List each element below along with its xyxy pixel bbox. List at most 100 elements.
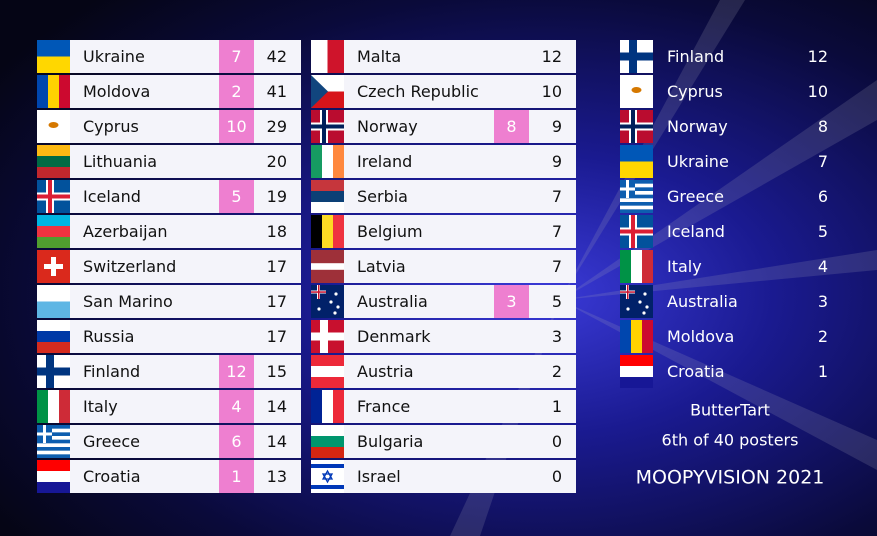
flag-part xyxy=(620,285,653,318)
country-name: Malta xyxy=(357,47,401,66)
flag-part xyxy=(311,291,326,293)
flag-part xyxy=(333,311,337,315)
flag-part xyxy=(37,215,70,227)
row-background xyxy=(70,355,301,388)
flag-part xyxy=(37,40,70,57)
country-name: Moldova xyxy=(83,82,150,101)
flag xyxy=(37,40,70,73)
country-name: Belgium xyxy=(357,222,423,241)
flag-part xyxy=(37,432,52,436)
country-name: Serbia xyxy=(357,187,408,206)
flag xyxy=(311,250,344,283)
flag xyxy=(620,145,653,178)
points-given: 5 xyxy=(818,222,828,241)
flag-part xyxy=(37,428,70,433)
points-received: 3 xyxy=(506,292,516,311)
flag xyxy=(620,320,653,353)
flag-part xyxy=(311,75,328,108)
row-background xyxy=(70,460,301,493)
flag-part xyxy=(311,390,323,423)
flag-part xyxy=(37,194,70,199)
flag-part xyxy=(620,355,653,367)
country-name: Moldova xyxy=(667,327,734,346)
flag xyxy=(37,110,70,143)
flag-part xyxy=(37,342,70,353)
country-name: Czech Republic xyxy=(357,82,479,101)
points-box xyxy=(219,110,254,143)
row-background xyxy=(344,285,576,318)
flag-part xyxy=(620,291,635,293)
points-box xyxy=(494,285,529,318)
row-background xyxy=(344,355,576,388)
flag-part xyxy=(333,215,344,248)
country-name: Denmark xyxy=(357,327,431,346)
total-score: 3 xyxy=(552,327,562,346)
flag-part xyxy=(311,191,344,203)
flag-part xyxy=(620,52,653,61)
row-background xyxy=(344,180,576,213)
total-score: 17 xyxy=(267,327,287,346)
country-name: France xyxy=(357,397,410,416)
points-received: 12 xyxy=(226,362,246,381)
flag-part xyxy=(645,305,649,309)
flag-part xyxy=(37,471,70,483)
flag-part xyxy=(620,366,653,378)
total-score: 14 xyxy=(267,432,287,451)
total-score: 17 xyxy=(267,257,287,276)
flag xyxy=(620,40,653,73)
row-background xyxy=(70,285,301,318)
flag-part xyxy=(329,300,333,304)
points-box xyxy=(219,180,254,213)
flag xyxy=(620,250,653,283)
flag-part xyxy=(37,320,70,332)
row-background xyxy=(344,40,576,73)
total-score: 7 xyxy=(552,257,562,276)
event-title: MOOPYVISION 2021 xyxy=(636,467,825,489)
flag-part xyxy=(336,305,340,309)
flag-part xyxy=(620,191,653,195)
points-box xyxy=(219,355,254,388)
country-name: Finland xyxy=(667,47,724,66)
points-received: 5 xyxy=(231,187,241,206)
country-name: Finland xyxy=(83,362,140,381)
flag-part xyxy=(37,301,70,318)
country-name: Croatia xyxy=(667,362,725,381)
total-score: 9 xyxy=(552,117,562,136)
flag-part xyxy=(311,464,344,468)
flag-part xyxy=(322,215,334,248)
flag-part xyxy=(620,250,632,283)
points-given: 8 xyxy=(818,117,828,136)
points-given: 10 xyxy=(808,82,828,101)
row-background xyxy=(344,460,576,493)
flag xyxy=(620,285,653,318)
total-score: 10 xyxy=(542,82,562,101)
country-name: Greece xyxy=(83,432,140,451)
flag xyxy=(37,75,70,108)
flag-part xyxy=(37,450,70,455)
flag xyxy=(37,425,70,458)
flag-part xyxy=(37,156,70,168)
flag-part xyxy=(631,87,642,93)
country-name: Russia xyxy=(83,327,134,346)
flag-part xyxy=(311,332,344,341)
country-name: Austria xyxy=(357,362,414,381)
flag-part xyxy=(317,307,321,311)
total-score: 17 xyxy=(267,292,287,311)
points-given: 3 xyxy=(818,292,828,311)
row-background xyxy=(344,425,576,458)
total-score: 7 xyxy=(552,222,562,241)
flag-part xyxy=(37,443,70,448)
total-score: 20 xyxy=(267,152,287,171)
country-name: Norway xyxy=(357,117,418,136)
flag-part xyxy=(631,320,643,353)
flag xyxy=(37,355,70,388)
country-name: Iceland xyxy=(667,222,725,241)
flag xyxy=(311,145,344,178)
flag-part xyxy=(620,229,653,234)
total-score: 18 xyxy=(267,222,287,241)
row-background xyxy=(70,320,301,353)
flag-part xyxy=(334,292,338,296)
flag-part xyxy=(626,307,630,311)
user-name: ButterTart xyxy=(690,401,770,420)
country-name: Switzerland xyxy=(83,257,176,276)
